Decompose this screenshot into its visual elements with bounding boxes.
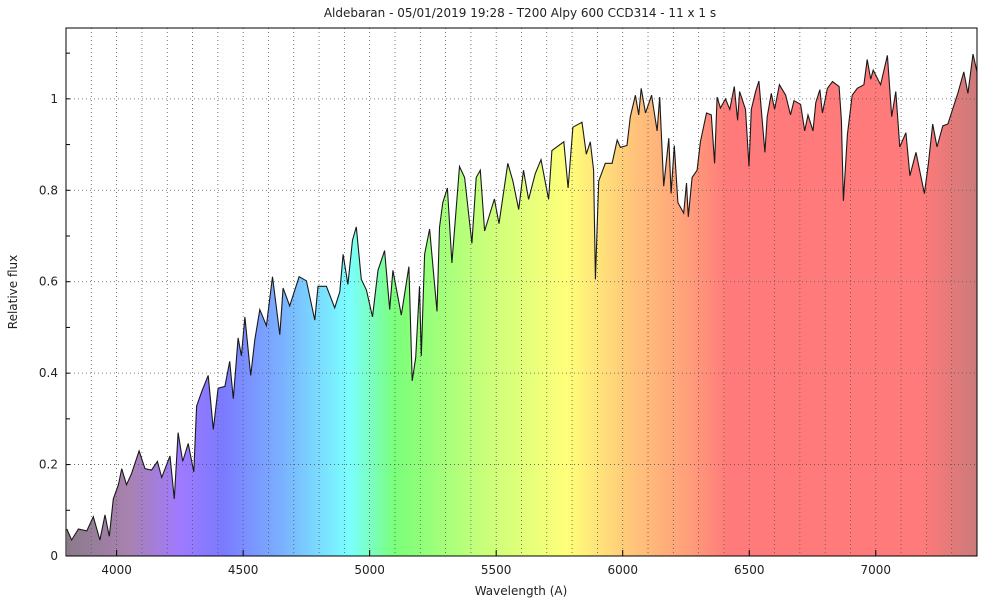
y-tick-label: 0 [50,549,58,563]
x-tick-label: 6500 [734,563,765,577]
y-tick-label: 0.2 [39,458,58,472]
x-tick-label: 5500 [481,563,512,577]
y-tick-label: 0.4 [39,366,58,380]
chart-title: Aldebaran - 05/01/2019 19:28 - T200 Alpy… [324,6,716,20]
y-axis-label: Relative flux [6,255,20,329]
y-tick-label: 1 [50,92,58,106]
y-tick-label: 0.8 [39,183,58,197]
y-tick-label: 0.6 [39,275,58,289]
plot-frame [65,27,978,557]
x-tick-label: 5000 [354,563,385,577]
x-axis-label: Wavelength (A) [475,584,568,598]
spectrum-fill [66,54,977,556]
spectrum-line [66,53,977,542]
x-tick-label: 6000 [607,563,638,577]
x-tick-label: 7000 [861,563,892,577]
x-tick-label: 4000 [101,563,132,577]
x-tick-label: 4500 [228,563,259,577]
